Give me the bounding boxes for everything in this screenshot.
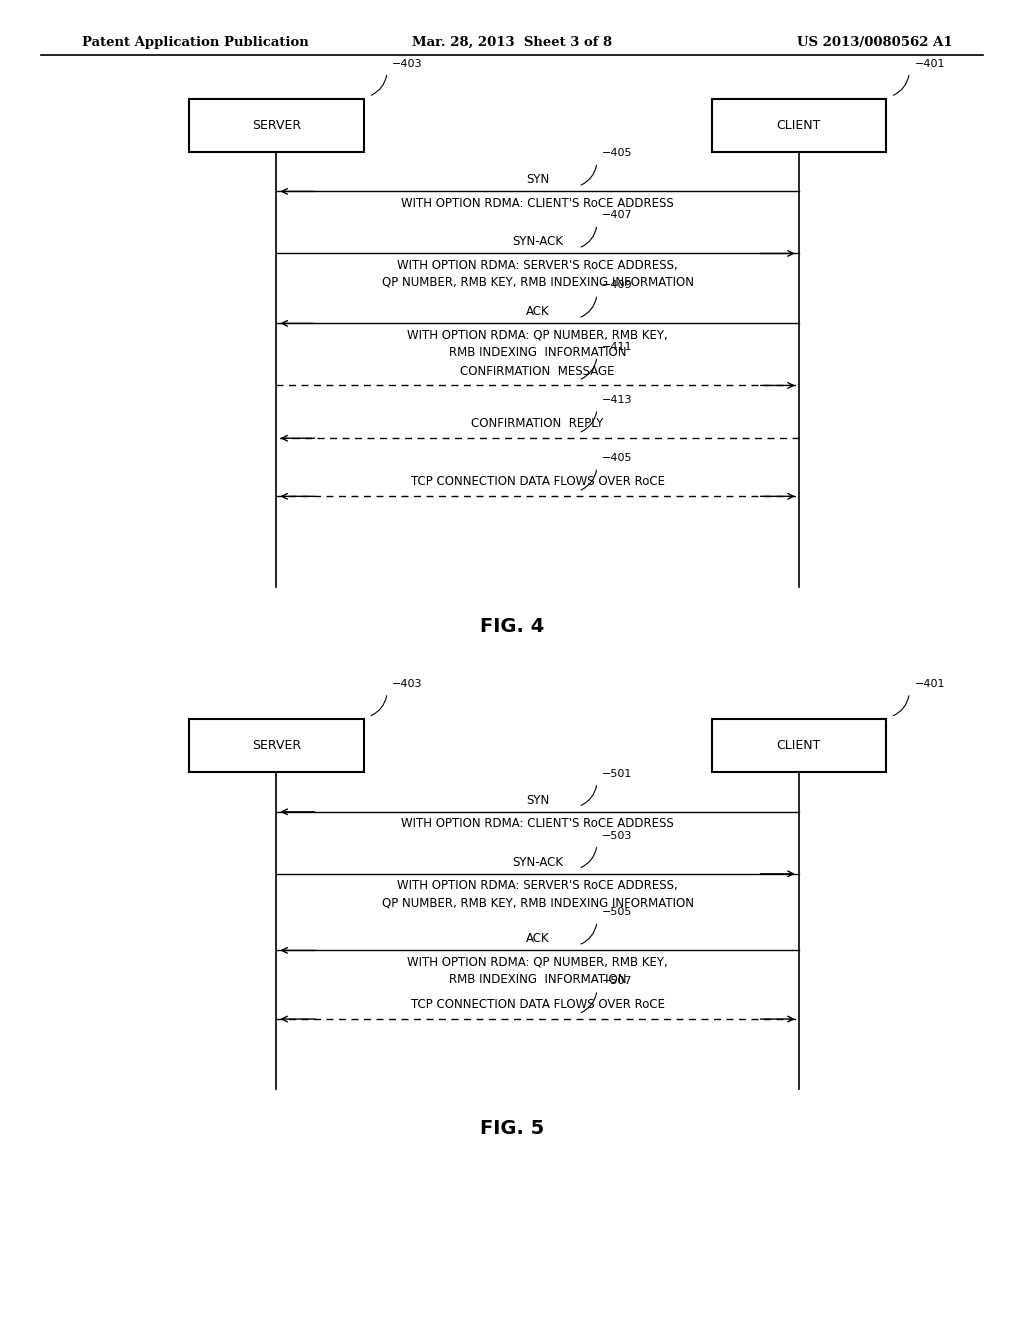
Text: WITH OPTION RDMA: SERVER'S RoCE ADDRESS,: WITH OPTION RDMA: SERVER'S RoCE ADDRESS,	[397, 259, 678, 272]
Text: WITH OPTION RDMA: QP NUMBER, RMB KEY,: WITH OPTION RDMA: QP NUMBER, RMB KEY,	[408, 329, 668, 342]
Bar	[712, 719, 886, 772]
Text: WITH OPTION RDMA: QP NUMBER, RMB KEY,: WITH OPTION RDMA: QP NUMBER, RMB KEY,	[408, 956, 668, 969]
Text: −403: −403	[392, 58, 423, 69]
Text: SYN-ACK: SYN-ACK	[512, 235, 563, 248]
Text: SERVER: SERVER	[252, 739, 301, 752]
Text: WITH OPTION RDMA: CLIENT'S RoCE ADDRESS: WITH OPTION RDMA: CLIENT'S RoCE ADDRESS	[401, 197, 674, 210]
Text: FIG. 5: FIG. 5	[480, 1119, 544, 1138]
Text: SYN-ACK: SYN-ACK	[512, 855, 563, 869]
Text: −403: −403	[392, 678, 423, 689]
Text: −505: −505	[602, 907, 633, 917]
Text: RMB INDEXING  INFORMATION: RMB INDEXING INFORMATION	[449, 346, 627, 359]
Text: FIG. 4: FIG. 4	[480, 618, 544, 636]
Text: QP NUMBER, RMB KEY, RMB INDEXING INFORMATION: QP NUMBER, RMB KEY, RMB INDEXING INFORMA…	[382, 896, 693, 909]
Text: SYN: SYN	[526, 173, 549, 186]
Text: −405: −405	[602, 148, 633, 158]
Text: CONFIRMATION  MESSAGE: CONFIRMATION MESSAGE	[461, 364, 614, 378]
Bar	[189, 719, 364, 772]
Text: TCP CONNECTION DATA FLOWS OVER RoCE: TCP CONNECTION DATA FLOWS OVER RoCE	[411, 475, 665, 488]
Text: WITH OPTION RDMA: SERVER'S RoCE ADDRESS,: WITH OPTION RDMA: SERVER'S RoCE ADDRESS,	[397, 879, 678, 892]
Text: RMB INDEXING  INFORMATION: RMB INDEXING INFORMATION	[449, 973, 627, 986]
Text: −411: −411	[602, 342, 633, 352]
Text: SYN: SYN	[526, 793, 549, 807]
Text: WITH OPTION RDMA: CLIENT'S RoCE ADDRESS: WITH OPTION RDMA: CLIENT'S RoCE ADDRESS	[401, 817, 674, 830]
Text: TCP CONNECTION DATA FLOWS OVER RoCE: TCP CONNECTION DATA FLOWS OVER RoCE	[411, 998, 665, 1011]
Text: −407: −407	[602, 210, 633, 220]
Text: −405: −405	[602, 453, 633, 463]
Text: Mar. 28, 2013  Sheet 3 of 8: Mar. 28, 2013 Sheet 3 of 8	[412, 36, 612, 49]
Text: US 2013/0080562 A1: US 2013/0080562 A1	[797, 36, 952, 49]
Text: −507: −507	[602, 975, 633, 986]
Text: Patent Application Publication: Patent Application Publication	[82, 36, 308, 49]
Text: ACK: ACK	[525, 305, 550, 318]
Bar	[712, 99, 886, 152]
Text: −401: −401	[914, 58, 945, 69]
Text: SERVER: SERVER	[252, 119, 301, 132]
Text: QP NUMBER, RMB KEY, RMB INDEXING INFORMATION: QP NUMBER, RMB KEY, RMB INDEXING INFORMA…	[382, 276, 693, 289]
Text: CONFIRMATION  REPLY: CONFIRMATION REPLY	[471, 417, 604, 430]
Text: CLIENT: CLIENT	[776, 119, 821, 132]
Text: CLIENT: CLIENT	[776, 739, 821, 752]
Text: −409: −409	[602, 280, 633, 290]
Text: ACK: ACK	[525, 932, 550, 945]
Bar	[189, 99, 364, 152]
Text: −501: −501	[602, 768, 633, 779]
Text: −401: −401	[914, 678, 945, 689]
Text: −413: −413	[602, 395, 633, 405]
Text: −503: −503	[602, 830, 633, 841]
